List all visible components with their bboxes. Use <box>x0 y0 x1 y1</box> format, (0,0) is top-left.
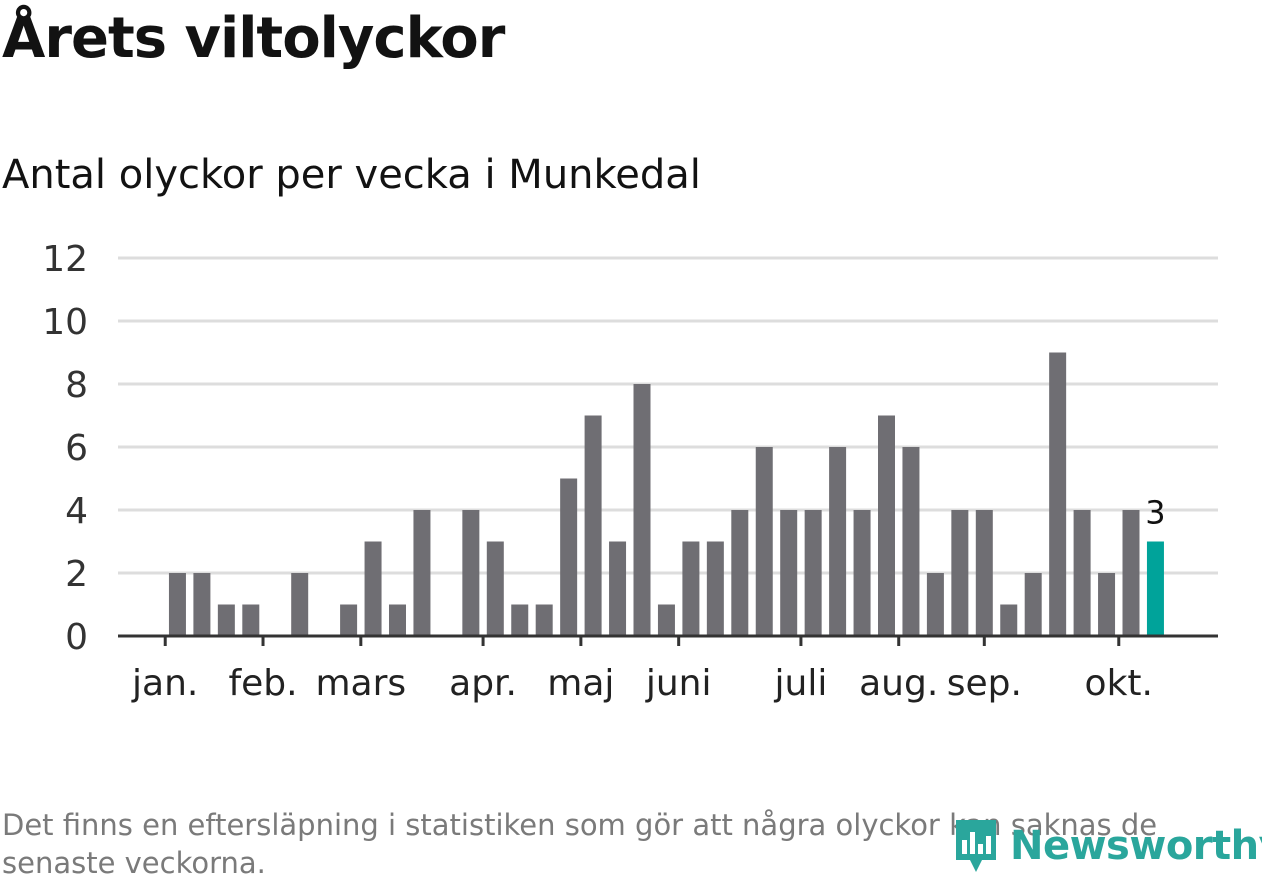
newsworthy-logo: Newsworthy <box>952 816 1262 876</box>
chart-subtitle: Antal olyckor per vecka i Munkedal <box>2 152 701 198</box>
y-tick-label: 4 <box>65 491 88 532</box>
y-tick-label: 0 <box>65 617 88 658</box>
bar <box>878 415 895 636</box>
y-tick-label: 2 <box>65 554 88 595</box>
bar <box>168 573 186 636</box>
x-tick-label: aug. <box>859 663 938 704</box>
bar <box>1024 573 1042 636</box>
bar <box>413 510 431 636</box>
bar <box>535 604 553 636</box>
chart-title: Årets viltolyckor <box>2 6 505 71</box>
x-tick-label: mars <box>315 663 406 704</box>
x-tick-label: apr. <box>449 663 517 704</box>
logo-text: Newsworthy <box>1010 823 1262 869</box>
y-tick-label: 10 <box>42 302 88 343</box>
bar <box>1098 573 1116 636</box>
bar <box>193 573 211 636</box>
bar <box>706 541 724 636</box>
bar-chart-badge-icon <box>956 820 996 872</box>
bar <box>682 541 700 636</box>
bar <box>340 604 358 636</box>
bar <box>1122 510 1140 636</box>
bar <box>780 510 798 636</box>
bar <box>657 604 675 636</box>
bar <box>291 573 309 636</box>
highlighted-bar <box>1146 541 1164 636</box>
x-tick-label: maj <box>547 663 614 704</box>
bar <box>389 604 406 636</box>
bar <box>829 447 847 636</box>
bar <box>804 510 822 636</box>
bar <box>975 510 993 636</box>
bar <box>926 573 944 636</box>
bar <box>560 478 578 636</box>
bar <box>951 510 969 636</box>
bar <box>755 447 773 636</box>
y-tick-label: 12 <box>42 239 88 280</box>
bar <box>1000 604 1018 636</box>
data-label: 3 <box>1145 494 1165 532</box>
bar <box>462 510 480 636</box>
bar <box>1073 510 1091 636</box>
bar <box>902 447 920 636</box>
bar <box>731 510 749 636</box>
bar <box>633 384 651 636</box>
bar <box>242 604 260 636</box>
bar <box>853 510 871 636</box>
x-tick-label: juni <box>645 663 712 704</box>
x-tick-label: okt. <box>1085 663 1153 704</box>
bar <box>486 541 504 636</box>
bar <box>364 541 382 636</box>
bar <box>584 415 602 636</box>
y-tick-label: 8 <box>65 365 88 406</box>
x-tick-label: feb. <box>228 663 297 704</box>
bar <box>511 604 529 636</box>
y-tick-label: 6 <box>65 428 88 469</box>
bar <box>1049 352 1067 636</box>
x-tick-label: juli <box>774 663 828 704</box>
x-tick-label: jan. <box>131 663 198 704</box>
bar <box>609 541 627 636</box>
bar <box>217 604 235 636</box>
x-tick-label: sep. <box>947 663 1022 704</box>
